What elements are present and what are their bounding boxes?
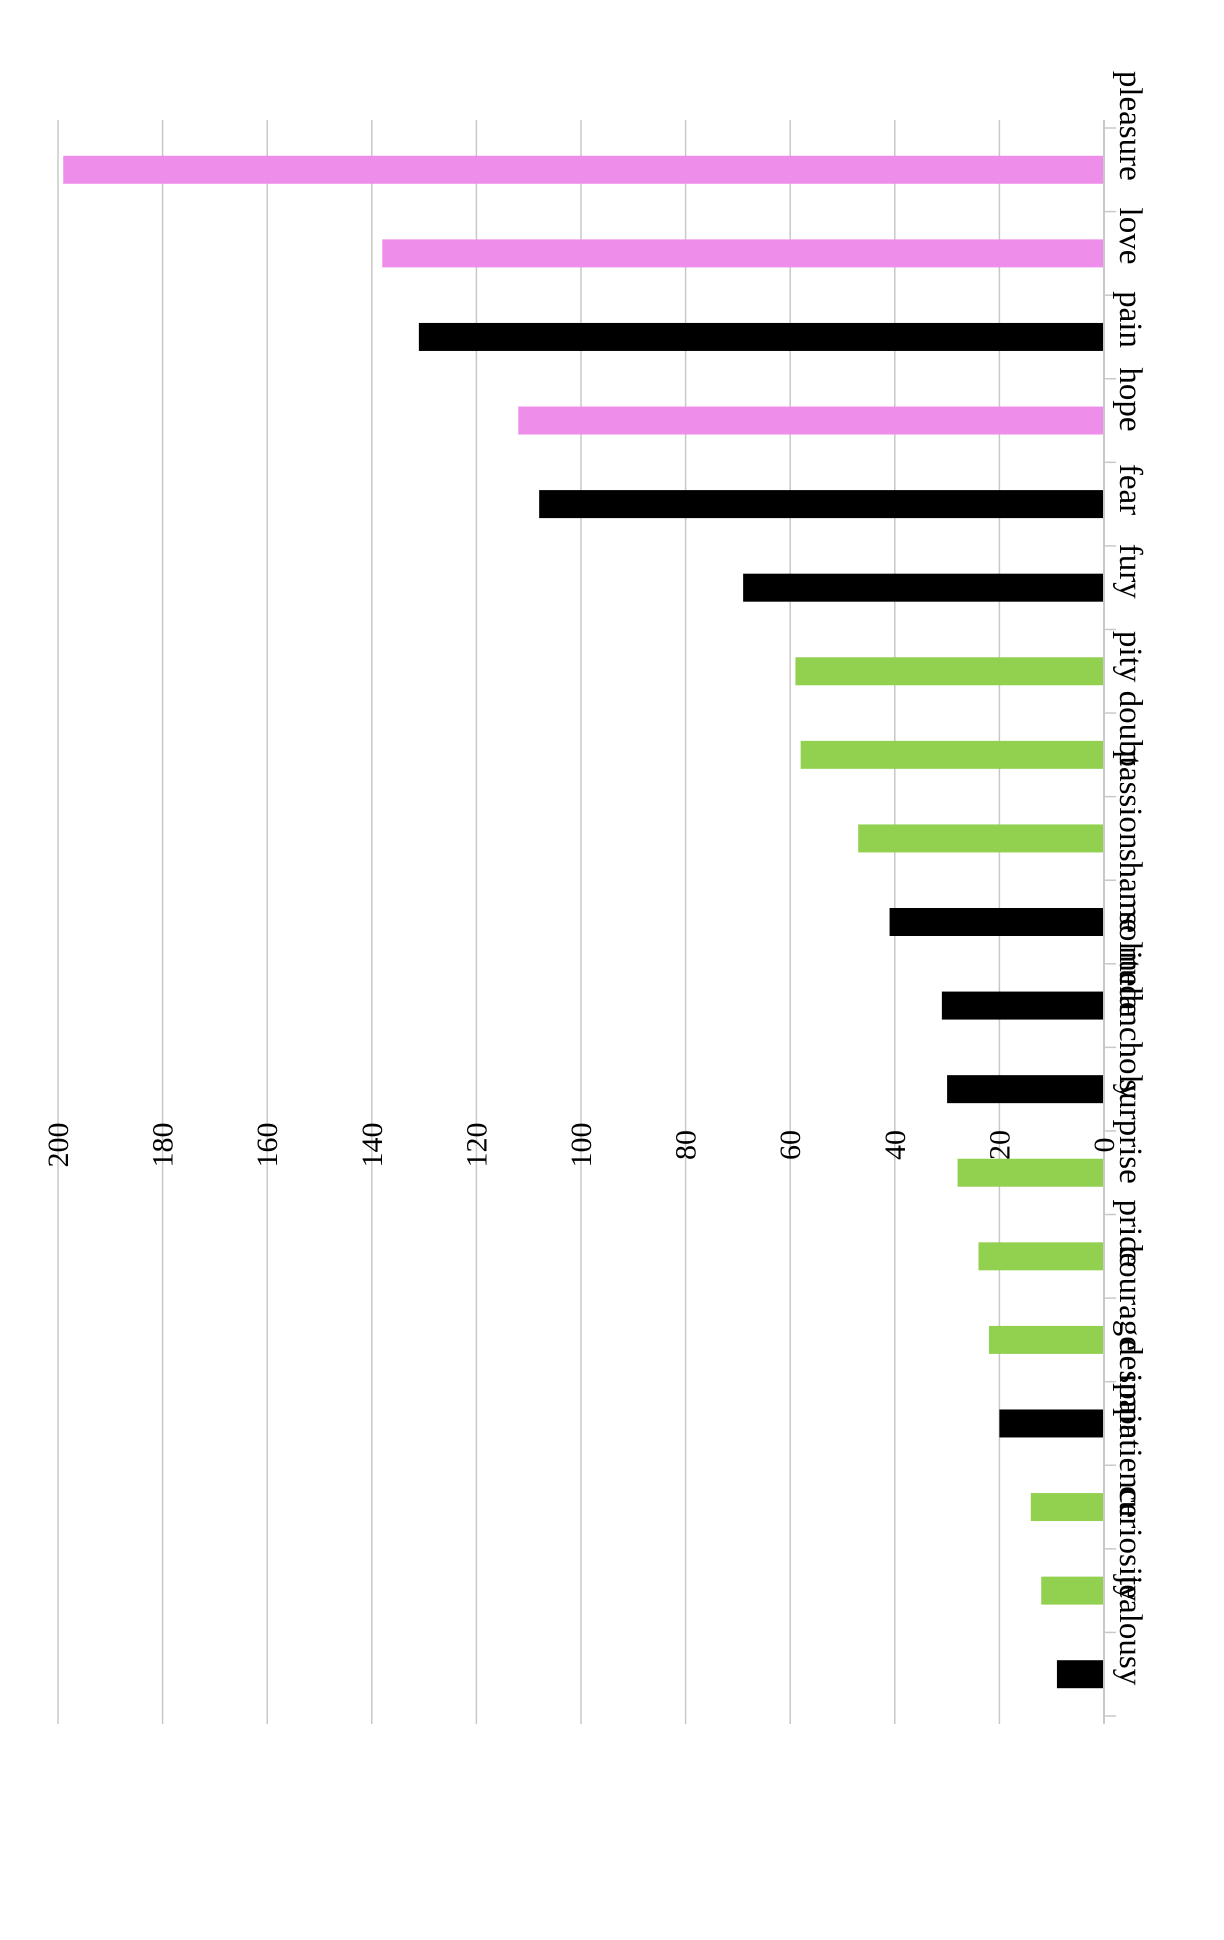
bar-pity: [795, 657, 1104, 686]
category-label-doubt: doubt: [1112, 691, 1148, 766]
category-label-pain: pain: [1112, 291, 1148, 348]
category-axis: [1103, 120, 1116, 1724]
bar-solitude: [941, 991, 1104, 1020]
gridlines: [57, 120, 1105, 1724]
value-tick-label: 100: [565, 1123, 598, 1168]
value-tick-label: 120: [460, 1123, 493, 1168]
category-label-fear: fear: [1112, 464, 1148, 515]
value-tick-label: 160: [251, 1123, 284, 1168]
category-label-shame: shame: [1112, 849, 1148, 933]
bar-pride: [978, 1242, 1104, 1271]
value-tick-label: 180: [147, 1123, 180, 1168]
category-label-curiosity: curiosity: [1112, 1486, 1148, 1602]
bar-melancholy: [947, 1075, 1104, 1104]
category-label-love: love: [1112, 208, 1148, 265]
value-tick-label: 60: [774, 1130, 807, 1160]
bar-doubt: [800, 740, 1104, 769]
value-tick-label: 140: [356, 1123, 389, 1168]
value-tick-label: 80: [670, 1130, 703, 1160]
bar-curiosity: [1041, 1576, 1104, 1605]
bar-passion: [858, 824, 1104, 853]
bars: [63, 155, 1105, 1689]
category-label-pride: pride: [1112, 1200, 1148, 1268]
value-tick-labels: 0 20 40 60 80 100 120 140 160 180 200: [42, 1123, 1121, 1168]
category-label-courage: courage: [1112, 1246, 1148, 1350]
category-label-impatience: impatience: [1112, 1373, 1148, 1518]
value-tick-label: 20: [983, 1130, 1016, 1160]
bar-despair: [999, 1409, 1104, 1438]
category-label-jealousy: jealousy: [1112, 1574, 1148, 1685]
category-label-pleasure: pleasure: [1112, 71, 1148, 181]
bar-shame: [889, 908, 1104, 936]
value-tick-label: 200: [42, 1123, 75, 1168]
bar-impatience: [1030, 1493, 1104, 1522]
value-tick-label: 40: [879, 1130, 912, 1160]
bar-surprise: [957, 1158, 1104, 1187]
category-labels: pleasure love pain hope fear fury pity doubtpas…: [1112, 71, 1148, 1686]
category-label-fury: fury: [1112, 544, 1148, 599]
category-label-passion: passion: [1112, 750, 1148, 849]
category-label-pity: pity: [1112, 631, 1148, 683]
bar-fear: [539, 490, 1104, 519]
bar-pain: [418, 322, 1104, 351]
bar-jealousy: [1056, 1660, 1104, 1689]
bar-hope: [518, 406, 1104, 435]
category-label-hope: hope: [1112, 367, 1148, 431]
bar-pleasure: [63, 155, 1105, 184]
bar-fury: [743, 573, 1104, 602]
category-label-melancholy: melancholy: [1112, 946, 1148, 1100]
category-label-despair: despair: [1112, 1339, 1148, 1434]
bar-courage: [988, 1325, 1104, 1354]
bar-love: [382, 239, 1104, 268]
category-label-surprise: surprise: [1112, 1079, 1148, 1183]
value-tick-label: 0: [1088, 1138, 1121, 1153]
category-label-solitude: solitude: [1112, 912, 1148, 1017]
